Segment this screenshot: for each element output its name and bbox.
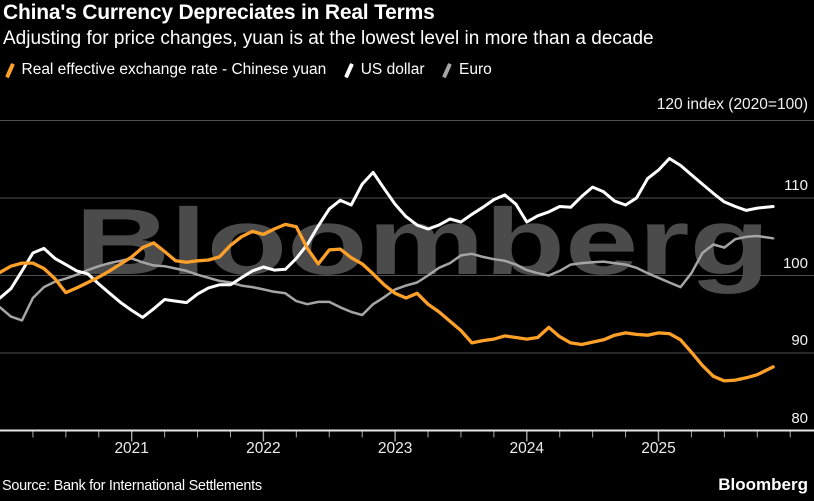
chart-legend: Real effective exchange rate - Chinese y…: [5, 61, 513, 79]
legend-item-cny: Real effective exchange rate - Chinese y…: [5, 61, 327, 79]
legend-item-usd: US dollar: [344, 61, 425, 79]
axis-unit-label: 120 index (2020=100): [656, 96, 808, 113]
y-axis-label-100: 100: [782, 254, 808, 272]
x-axis-label-2022: 2022: [246, 440, 281, 457]
y-axis-label-90: 90: [791, 332, 808, 349]
legend-label-cny: Real effective exchange rate - Chinese y…: [21, 61, 327, 78]
x-axis-label-2024: 2024: [509, 440, 545, 457]
series-line-cny: [0, 222, 775, 383]
legend-item-eur: Euro: [442, 61, 492, 79]
x-axis-label-2025: 2025: [641, 440, 676, 457]
x-axis-label-2021: 2021: [114, 440, 149, 457]
legend-label-eur: Euro: [458, 61, 492, 78]
bloomberg-logo: Bloomberg: [718, 475, 808, 494]
y-axis-label-110: 110: [784, 177, 808, 194]
legend-label-usd: US dollar: [360, 61, 425, 78]
source-note: Source: Bank for International Settlemen…: [2, 478, 262, 494]
page-title: China's Currency Depreciates in Real Ter…: [3, 1, 435, 24]
y-axis-label-80: 80: [791, 409, 808, 427]
x-axis-label-2023: 2023: [377, 440, 413, 457]
page-subtitle: Adjusting for price changes, yuan is at …: [3, 28, 654, 49]
series-line-usd: [0, 157, 775, 319]
